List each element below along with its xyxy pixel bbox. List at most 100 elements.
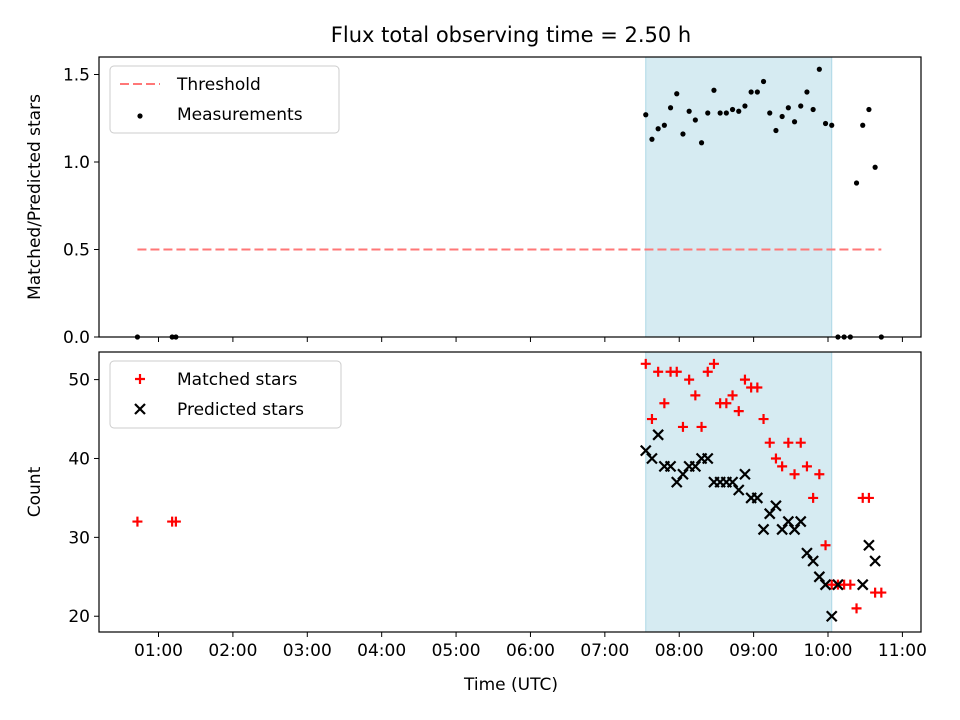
measurement-point (711, 87, 717, 93)
bottom-axes-frame (98, 351, 922, 633)
predicted-star-point (770, 500, 782, 512)
measurement-point (723, 110, 729, 116)
x-tick-label: 05:00 (432, 641, 481, 661)
measurement-point (804, 89, 810, 95)
matched-star-point (814, 469, 825, 480)
matched-star-point (851, 603, 862, 614)
x-tick-label: 04:00 (357, 641, 406, 661)
matched-star-point (783, 437, 794, 448)
x-tick-label: 10:00 (804, 641, 853, 661)
x-tick-label: 06:00 (506, 641, 555, 661)
matched-star-point (770, 453, 781, 464)
measurement-point (798, 103, 804, 109)
measurement-point (872, 164, 878, 170)
measurement-point (754, 89, 760, 95)
matched-star-point (646, 414, 657, 425)
x-tick-label: 09:00 (729, 641, 778, 661)
measurement-point (791, 119, 798, 125)
legend-measurements-swatch (137, 113, 143, 119)
bottom-y-axis-label: Count (25, 466, 45, 517)
matched-star-point (876, 587, 887, 598)
measurement-point (748, 89, 754, 95)
measurement-point (866, 106, 872, 113)
matched-star-point (659, 398, 670, 409)
measurement-point (785, 105, 791, 111)
x-tick-label: 03:00 (283, 641, 332, 661)
matched-star-point (696, 421, 707, 432)
matched-star-point (727, 390, 738, 401)
legend-matched-swatch (135, 374, 145, 384)
predicted-star-point (825, 610, 838, 623)
measurement-point (742, 103, 748, 109)
predicted-star-point (701, 452, 714, 465)
matched-star-point (653, 366, 664, 377)
matched-star-point (708, 358, 719, 369)
matched-star-point (752, 382, 763, 393)
predicted-star-point (788, 523, 801, 536)
predicted-star-point (646, 452, 658, 465)
predicted-star-point (794, 515, 807, 528)
predicted-star-point (807, 555, 819, 567)
matched-star-point (690, 390, 701, 401)
matched-star-point (820, 540, 831, 551)
matched-star-point (801, 461, 812, 472)
predicted-star-point (739, 468, 751, 481)
top-axes-frame (98, 56, 922, 338)
measurement-point (779, 113, 785, 120)
bottom-y-tick-label: 30 (68, 528, 90, 548)
predicted-star-point (832, 578, 844, 591)
top-shaded-span (645, 56, 833, 338)
predicted-star-point (751, 492, 764, 504)
top-legend (109, 65, 340, 134)
measurement-point (717, 110, 723, 116)
x-axis-label: Time (UTC) (463, 675, 558, 695)
predicted-star-point (757, 523, 770, 536)
predicted-star-point (639, 444, 652, 457)
top-y-tick-label: 0.0 (63, 328, 90, 348)
top-y-axis-label: Matched/Predicted stars (25, 94, 45, 300)
x-tick-label: 07:00 (580, 641, 629, 661)
measurement-point (760, 78, 767, 85)
predicted-star-point (732, 484, 745, 496)
predicted-star-point (801, 547, 813, 559)
predicted-star-point (726, 476, 739, 488)
matched-star-point (132, 516, 143, 527)
matched-star-point (758, 414, 769, 425)
x-tick-label: 08:00 (655, 641, 704, 661)
measurement-point (661, 122, 667, 128)
matched-star-point (170, 516, 181, 527)
predicted-star-point (863, 539, 875, 552)
measurement-point (649, 136, 655, 142)
matched-star-point (789, 469, 800, 480)
x-tick-label: 11:00 (878, 641, 927, 661)
matched-star-point (863, 492, 874, 503)
matched-star-point (808, 492, 819, 503)
legend-label: Measurements (177, 105, 303, 125)
measurement-point (698, 140, 705, 146)
measurement-point (643, 112, 649, 118)
measurement-point (729, 106, 736, 113)
predicted-star-point (813, 571, 826, 583)
predicted-star-point (869, 555, 881, 567)
legend-label: Matched stars (177, 370, 297, 390)
matched-star-point (733, 406, 744, 417)
predicted-star-point (670, 476, 683, 488)
matched-star-point (721, 398, 732, 409)
measurement-point (822, 120, 829, 127)
matched-star-point (702, 366, 713, 377)
predicted-star-point (677, 468, 689, 481)
predicted-star-point (782, 515, 795, 528)
measurement-point (810, 106, 816, 113)
bottom-y-tick-label: 40 (68, 449, 90, 469)
predicted-star-point (856, 578, 869, 591)
legend-predicted-swatch (134, 403, 146, 415)
matched-star-point (764, 437, 775, 448)
bottom-y-tick-label: 20 (68, 607, 90, 627)
measurement-point (686, 108, 692, 114)
legend-label: Predicted stars (177, 400, 304, 420)
measurement-point (655, 126, 661, 132)
measurement-point (692, 117, 698, 123)
x-tick-label: 01:00 (134, 641, 183, 661)
matched-star-point (671, 366, 682, 377)
